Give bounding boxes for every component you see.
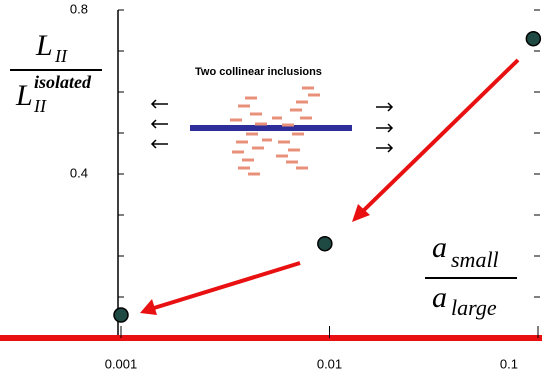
- y-axis-label: L II L II isolated: [10, 29, 102, 116]
- y-tick-label: 0.8: [70, 1, 88, 16]
- inset-diagram: Two collinear inclusions: [150, 66, 394, 176]
- y-label-base: L: [35, 29, 53, 62]
- x-label-sub: small: [451, 247, 499, 272]
- x-tick-label: 0.01: [317, 356, 342, 371]
- x-label-base: a: [432, 281, 447, 314]
- y-label-sup: isolated: [34, 72, 92, 92]
- x-tick-label: 0.1: [500, 356, 518, 371]
- x-axis-label: a small a large: [425, 231, 517, 320]
- x-label-sub: large: [451, 295, 497, 320]
- inset-title: Two collinear inclusions: [195, 66, 322, 78]
- y-tick-label: 0.4: [70, 165, 88, 180]
- x-tick-label: 0.001: [105, 356, 138, 371]
- y-label-sub: II: [54, 46, 68, 66]
- point: [113, 307, 129, 323]
- x-label-base: a: [432, 231, 447, 264]
- y-label-sub: II: [33, 96, 47, 116]
- point: [317, 235, 333, 252]
- point: [525, 30, 542, 47]
- y-label-base: L: [15, 79, 33, 112]
